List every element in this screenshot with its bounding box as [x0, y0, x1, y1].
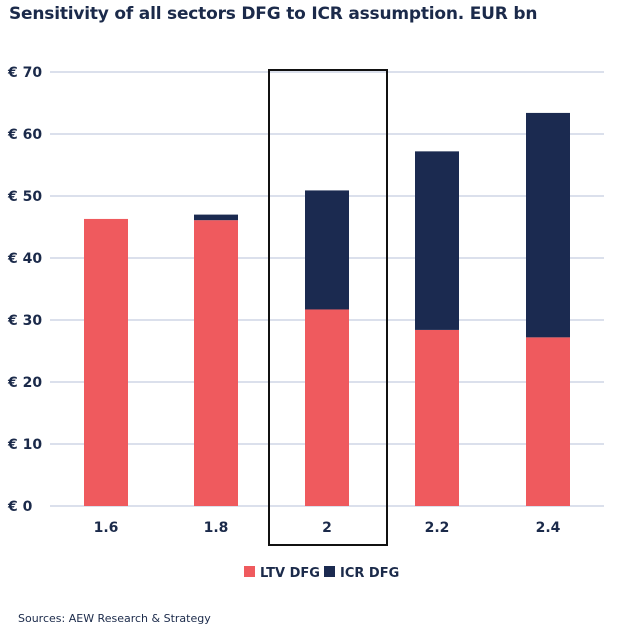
y-axis-ticks: € 0 € 10 € 20 € 30 € 40 € 50 € 60 € 70: [7, 65, 42, 515]
y-tick-label: € 50: [7, 189, 42, 205]
bars: [84, 112, 570, 506]
bar-icr-dfg: [194, 214, 238, 221]
source-note: Sources: AEW Research & Strategy: [18, 612, 211, 625]
y-tick-label: € 40: [7, 251, 42, 267]
bar-chart: € 0 € 10 € 20 € 30 € 40 € 50 € 60 € 70 1.6 1.8 2 2…: [7, 65, 604, 581]
bar-ltv-dfg: [415, 329, 459, 506]
bar-ltv-dfg: [84, 218, 128, 506]
chart-title: Sensitivity of all sectors DFG to ICR as…: [9, 4, 538, 24]
x-tick-label: 1.6: [94, 520, 119, 536]
legend-label: LTV DFG: [260, 566, 320, 581]
bar-ltv-dfg: [526, 337, 570, 506]
bar-ltv-dfg: [194, 220, 238, 506]
y-tick-label: € 20: [7, 375, 42, 391]
legend: LTV DFG ICR DFG: [244, 566, 399, 581]
y-tick-label: € 30: [7, 313, 42, 329]
x-tick-label: 2: [322, 520, 332, 536]
highlight-box: [268, 69, 388, 546]
y-tick-label: € 60: [7, 127, 42, 143]
y-tick-label: € 0: [7, 499, 33, 515]
legend-swatch: [324, 566, 335, 577]
bar-icr-dfg: [526, 112, 570, 338]
bar-icr-dfg: [305, 190, 349, 310]
legend-swatch: [244, 566, 255, 577]
legend-label: ICR DFG: [340, 566, 399, 581]
x-tick-label: 1.8: [204, 520, 229, 536]
bar-ltv-dfg: [305, 309, 349, 506]
highlight-rectangle: [268, 69, 388, 546]
x-tick-label: 2.2: [425, 520, 450, 536]
y-tick-label: € 10: [7, 437, 42, 453]
x-tick-label: 2.4: [536, 520, 561, 536]
bar-icr-dfg: [415, 151, 459, 330]
y-tick-label: € 70: [7, 65, 42, 81]
x-axis-ticks: 1.6 1.8 2 2.2 2.4: [94, 520, 561, 536]
